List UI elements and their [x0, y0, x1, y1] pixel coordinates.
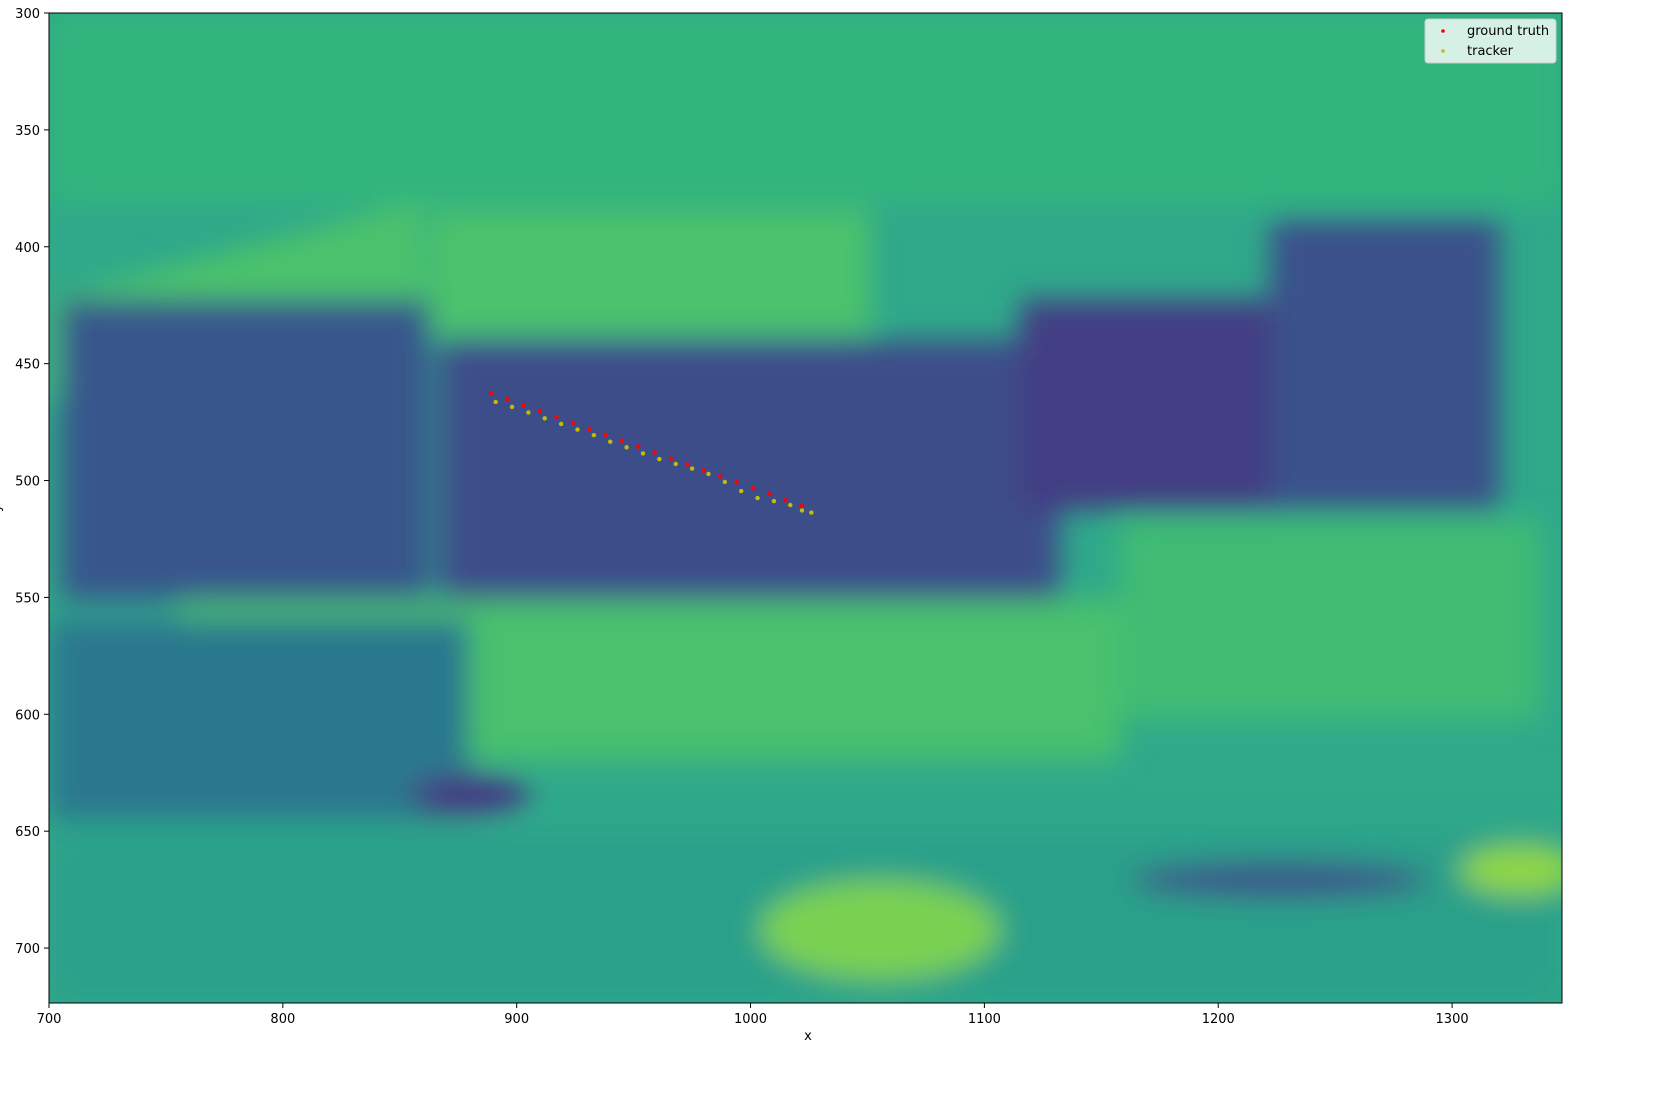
y-tick-label: 550	[15, 591, 40, 606]
scatter-point	[652, 450, 657, 455]
scatter-point	[554, 414, 559, 420]
legend-marker	[1441, 49, 1445, 53]
scatter-point	[809, 510, 814, 515]
scatter-point	[624, 445, 629, 450]
y-axis-label: y	[0, 504, 4, 512]
scatter-point	[603, 432, 608, 437]
scatter-point	[685, 462, 690, 467]
scatter-point	[689, 466, 695, 471]
scatter-point	[701, 468, 706, 473]
scatter-point	[488, 390, 494, 396]
scatter-point	[767, 491, 772, 497]
scatter-point	[738, 488, 744, 494]
scatter-point	[722, 479, 728, 485]
scatter-point	[575, 427, 580, 432]
y-tick-label: 350	[15, 124, 40, 139]
scatter-point	[657, 456, 662, 462]
background-image	[49, 13, 1562, 1003]
y-tick-label: 300	[15, 7, 40, 22]
scatter-point	[755, 495, 760, 501]
scatter-point	[509, 404, 515, 410]
x-tick-label: 1000	[734, 1012, 767, 1027]
legend: ground truth tracker	[1424, 18, 1557, 64]
axes-frame	[48, 12, 1563, 1004]
scatter-point	[783, 497, 788, 503]
x-tick-label: 900	[504, 1012, 529, 1027]
scatter-point	[493, 399, 498, 405]
y-tick-label: 700	[15, 942, 40, 957]
legend-box	[1424, 18, 1557, 64]
legend-label: ground truth	[1467, 24, 1549, 39]
scatter-point	[586, 426, 592, 432]
scatter-point	[673, 461, 678, 467]
y-tick-label: 600	[15, 708, 40, 723]
x-tick-label: 800	[270, 1012, 295, 1027]
scatter-point	[788, 502, 793, 508]
y-tick-label: 450	[15, 358, 40, 373]
x-tick-label: 1200	[1202, 1012, 1235, 1027]
scatter-point	[526, 410, 531, 415]
scatter-point	[640, 451, 646, 456]
x-tick-label: 1300	[1436, 1012, 1469, 1027]
scatter-point	[706, 471, 711, 477]
scatter-point	[521, 402, 526, 408]
scatter-point	[591, 432, 597, 438]
scatter-point	[668, 456, 674, 461]
scatter-point	[505, 396, 510, 402]
scatter-point	[570, 420, 576, 425]
legend-label: tracker	[1467, 44, 1514, 59]
scatter-point	[636, 444, 641, 449]
x-axis-label: x	[804, 1029, 812, 1044]
legend-marker	[1441, 29, 1445, 33]
scatter-point	[717, 474, 723, 479]
scatter-point	[734, 479, 739, 485]
scatter-point	[608, 439, 613, 444]
x-tick-label: 700	[37, 1012, 62, 1027]
plot-area	[488, 390, 814, 515]
y-tick-label: 500	[15, 475, 40, 490]
scatter-point	[750, 486, 756, 491]
scatter-point	[799, 508, 805, 513]
scatter-point	[542, 416, 547, 421]
scatter-point	[537, 408, 543, 414]
scatter-point	[799, 503, 805, 509]
x-tick-label: 1100	[968, 1012, 1001, 1027]
scatter-point	[558, 421, 564, 427]
y-tick-label: 400	[15, 241, 40, 256]
y-tick-label: 650	[15, 825, 40, 840]
scatter-point	[771, 498, 777, 504]
scatter-point	[619, 438, 625, 443]
